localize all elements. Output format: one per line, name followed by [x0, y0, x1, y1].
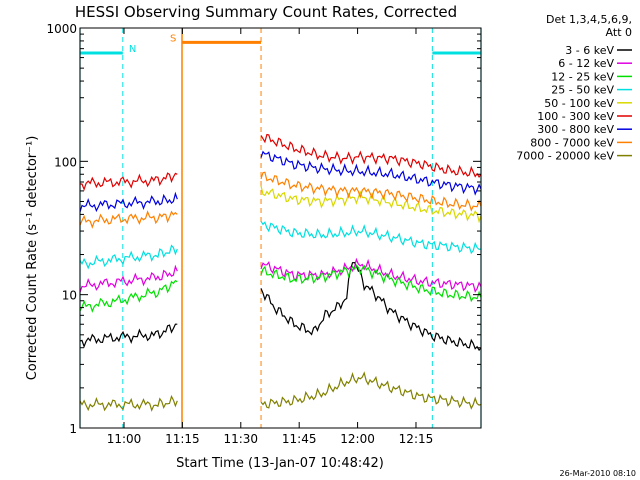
legend-label-8: 7000 - 20000 keV	[516, 150, 614, 163]
y-tick-label-0: 1	[69, 422, 77, 436]
x-tick-label-4: 12:00	[340, 432, 375, 446]
series-line-1-segment-0	[79, 264, 178, 293]
x-tick-label-3: 11:45	[282, 432, 317, 446]
series-line-7-segment-0	[79, 210, 178, 229]
series-line-2-segment-0	[79, 279, 178, 313]
chart-title: HESSI Observing Summary Count Rates, Cor…	[75, 3, 457, 21]
plot-area: N S 11:00 11:15 11:30 11:45 12:00 12:15 1 10 100 10…	[46, 22, 482, 446]
legend-label-2: 12 - 25 keV	[551, 70, 614, 83]
series-line-3-segment-1	[260, 220, 482, 255]
legend-label-1: 6 - 12 keV	[558, 57, 614, 70]
x-tick-label-2: 11:30	[223, 432, 258, 446]
y-tick-label-3: 1000	[46, 22, 77, 36]
y-tick-label-1: 10	[62, 289, 77, 303]
series-line-3-segment-0	[79, 244, 178, 270]
x-tick-label-1: 11:15	[165, 432, 200, 446]
series-line-0-segment-0	[79, 323, 178, 349]
legend-label-3: 25 - 50 keV	[551, 84, 614, 97]
series-line-8-segment-1	[260, 371, 482, 410]
series-line-5-segment-1	[260, 133, 482, 178]
series-line-6-segment-0	[79, 191, 178, 213]
y-axis-label: Corrected Count Rate (s⁻¹ detector⁻¹)	[25, 136, 40, 381]
series-line-8-segment-0	[79, 394, 178, 412]
legend-label-5: 100 - 300 keV	[537, 110, 614, 123]
series-line-2-segment-1	[260, 264, 482, 303]
footer-timestamp: 26-Mar-2010 08:10	[560, 469, 637, 478]
plot-frame	[79, 27, 482, 429]
series-line-0-segment-1	[260, 261, 482, 352]
marker-label-night: N	[129, 44, 136, 55]
y-tick-label-2: 100	[54, 155, 77, 169]
legend-label-4: 50 - 100 keV	[544, 97, 614, 110]
legend-header-line2: Att 0	[606, 26, 632, 39]
x-tick-label-5: 12:15	[399, 432, 434, 446]
legend-label-7: 800 - 7000 keV	[530, 136, 614, 149]
series-line-7-segment-1	[260, 171, 482, 212]
marker-label-saa: S	[170, 33, 176, 44]
series-line-6-segment-1	[260, 150, 482, 196]
series-line-4-segment-0	[260, 185, 482, 224]
x-axis-label: Start Time (13-Jan-07 10:48:42)	[176, 456, 384, 471]
series-line-5-segment-0	[79, 172, 178, 192]
series-line-1-segment-1	[260, 257, 482, 293]
legend-label-6: 300 - 800 keV	[537, 123, 614, 136]
legend-label-0: 3 - 6 keV	[565, 44, 614, 57]
x-tick-label-0: 11:00	[107, 432, 142, 446]
legend-header-line1: Det 1,3,4,5,6,9,	[546, 13, 632, 26]
